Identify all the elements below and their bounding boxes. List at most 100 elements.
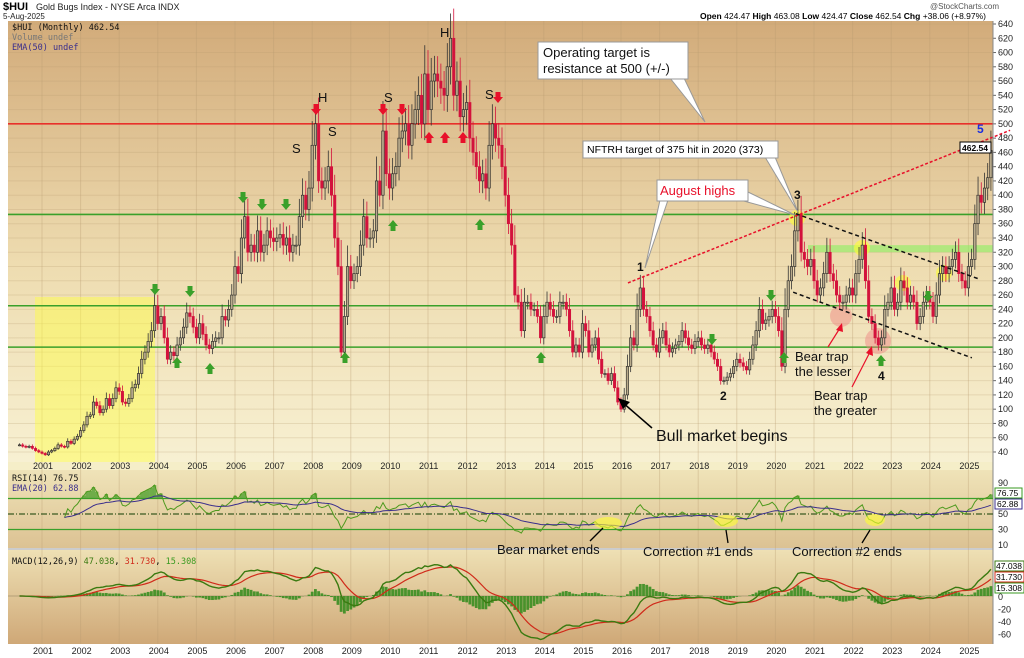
price-tick-label: 440 — [998, 162, 1013, 172]
year-tick-label: 2019 — [728, 461, 748, 471]
candle-down — [439, 80, 443, 89]
macd-histogram-bar — [275, 596, 279, 597]
black-dashed-trendline — [795, 213, 979, 280]
candle-up — [210, 341, 214, 349]
macd-histogram-bar — [638, 583, 642, 596]
candle-up — [908, 294, 912, 303]
rsi-line — [64, 484, 992, 534]
candle-down — [304, 194, 308, 210]
year-tick-label: 2022 — [844, 461, 864, 471]
year-strip-top — [8, 462, 993, 470]
rsi-overbought-fill — [986, 497, 990, 499]
macd-histogram-bar — [967, 595, 970, 596]
candle-down — [34, 448, 38, 451]
green-down-arrow-icon — [766, 290, 776, 301]
price-tick-label: 460 — [998, 147, 1013, 157]
candle-up — [114, 387, 118, 399]
green-up-arrow-icon — [205, 363, 215, 374]
macd-histogram-bar — [847, 596, 851, 601]
macd-histogram-bar — [645, 584, 649, 596]
candle-down — [738, 358, 742, 364]
candle-down — [503, 166, 507, 196]
candle-up — [146, 341, 150, 353]
macd-histogram-bar — [683, 594, 687, 596]
candle-up — [735, 358, 739, 367]
candle-up — [50, 450, 54, 453]
macd-histogram-bar — [880, 596, 883, 604]
macd-histogram-bar — [265, 594, 269, 596]
candle-down — [223, 316, 227, 321]
macd-histogram-bar — [143, 592, 147, 596]
candle-up — [104, 398, 108, 410]
price-tick-label: 600 — [998, 48, 1013, 58]
macd-histogram-bar — [423, 590, 427, 596]
candle-down — [378, 180, 382, 196]
wave-5-label: 5 — [977, 122, 984, 136]
legend-volume: Volume undef — [12, 33, 73, 43]
macd-histogram-bar — [957, 592, 961, 596]
bull-market-annotation: Bull market begins — [618, 398, 788, 445]
macd-histogram-bar — [468, 596, 472, 605]
candle-down — [288, 237, 292, 253]
macd-histogram-bar — [915, 596, 919, 597]
macd-line — [19, 563, 992, 641]
macd-histogram-bar — [970, 594, 974, 596]
legend-macd-value: 47.038 — [84, 557, 115, 567]
macd-histogram-bar — [609, 595, 613, 596]
rsi-overbought-fill — [989, 494, 993, 499]
macd-histogram-bar — [519, 596, 523, 614]
candle-down — [188, 312, 192, 317]
year-tick-label: 2013 — [496, 461, 516, 471]
year-tick-label: 2012 — [458, 461, 478, 471]
macd-tick-label: -20 — [998, 605, 1011, 615]
candle-down — [204, 333, 208, 346]
macd-histogram-bar — [548, 596, 552, 597]
macd-histogram-bar — [857, 596, 861, 598]
candle-up — [278, 234, 282, 239]
candle-up — [918, 316, 922, 324]
year-tick-label: 2016 — [612, 461, 632, 471]
macd-histogram-bar — [584, 592, 588, 596]
candle-down — [744, 366, 748, 371]
macd-histogram-bar — [941, 592, 945, 596]
macd-histogram-bar — [648, 586, 652, 596]
candle-down — [773, 309, 777, 317]
macd-histogram-bar — [288, 596, 292, 600]
legend-signal-value: 31.730 — [125, 557, 156, 567]
macd-histogram-bar — [748, 595, 752, 596]
candle-up — [249, 244, 253, 253]
candle-down — [703, 344, 707, 349]
candle-down — [30, 445, 34, 449]
nftrh-target-callout: NFTRH target of 375 hit in 2020 (373) — [582, 140, 799, 213]
candle-up — [445, 66, 449, 96]
macd-histogram-bar — [429, 592, 433, 596]
red-up-arrow-icon — [424, 132, 434, 143]
candle-up — [937, 273, 941, 296]
macd-histogram-bar — [114, 593, 118, 596]
macd-histogram-bar — [133, 595, 137, 596]
macd-histogram-bar — [314, 589, 317, 596]
macd-histogram-bar — [751, 594, 755, 596]
candle-up — [256, 230, 260, 253]
candle-up — [793, 230, 797, 267]
macd-histogram-bar — [211, 596, 214, 601]
correction2-ends-text: Correction #2 ends — [792, 544, 902, 559]
candle-down — [709, 344, 713, 353]
rsi-overbought-fill — [310, 495, 314, 499]
candle-up — [355, 266, 359, 274]
macd-histogram-bar — [815, 596, 819, 598]
candle-up — [625, 366, 629, 396]
wave-3-label: 3 — [794, 188, 801, 202]
macd-histogram-bar — [149, 591, 153, 596]
candle-up — [461, 109, 465, 118]
year-tick-label: 2011 — [419, 646, 438, 656]
macd-histogram-bar — [876, 596, 880, 604]
candle-up — [754, 330, 758, 346]
red-dotted-trendline — [627, 129, 1011, 284]
macd-histogram-bar — [983, 588, 986, 596]
candle-down — [63, 445, 67, 448]
candle-down — [802, 251, 806, 260]
macd-histogram-bar — [326, 594, 330, 596]
candle-up — [101, 408, 105, 414]
candle-down — [529, 301, 533, 310]
